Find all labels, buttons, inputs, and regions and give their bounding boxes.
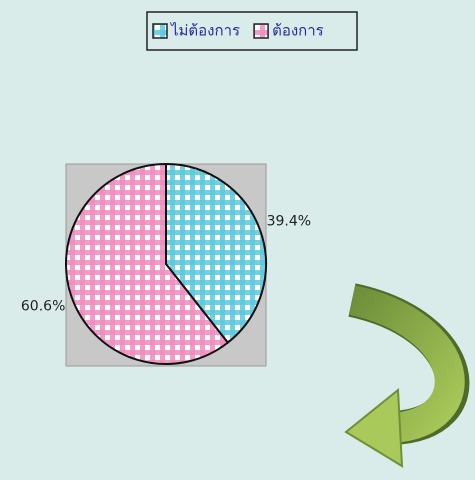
pie-slice [65, 162, 230, 365]
legend-label: ไม่ต้องการ [170, 22, 240, 40]
legend-swatch [253, 23, 269, 39]
arrow-body [348, 285, 465, 443]
value-label: 60.6% [21, 298, 65, 314]
legend-box [146, 11, 358, 51]
pie-slice [165, 162, 267, 345]
legend-label: ต้องการ [272, 22, 324, 40]
arrow-head [344, 387, 404, 468]
legend-swatch [152, 23, 168, 39]
decorative-arrow [344, 283, 470, 468]
value-label: 39.4% [267, 214, 311, 230]
